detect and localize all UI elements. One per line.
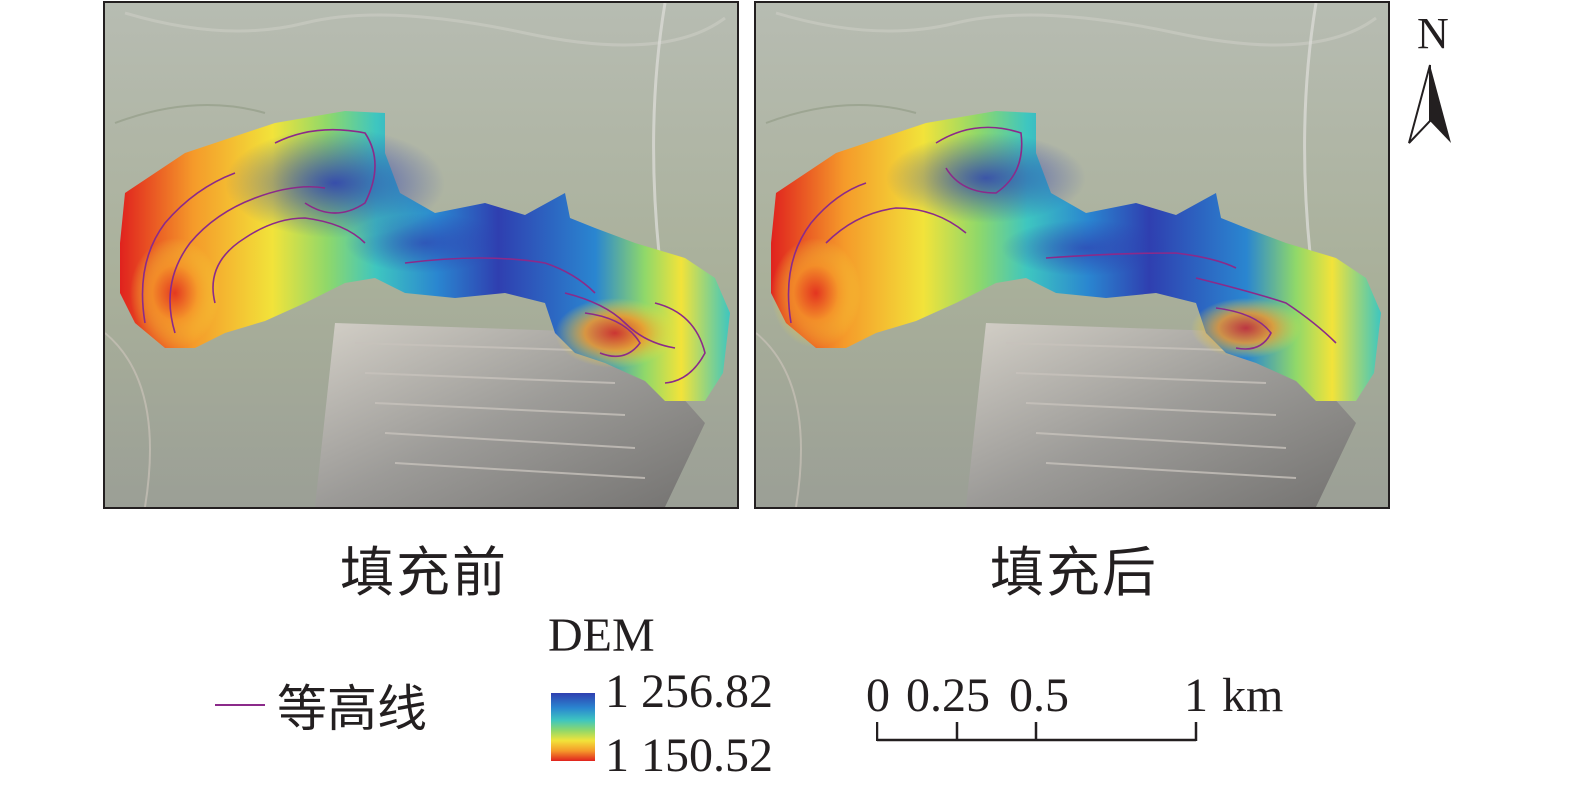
dem-map-after: [756, 3, 1388, 507]
legend-contour: 等高线: [215, 670, 427, 740]
scale-tick-1: 1: [1184, 669, 1208, 722]
contour-label: 等高线: [277, 680, 427, 738]
scale-tick-0-5: 0.5: [1009, 669, 1069, 722]
map-panel-before: [103, 1, 739, 509]
contour-lines-after: [787, 126, 1337, 350]
caption-after: 填充后: [990, 541, 1158, 604]
caption-before: 填充前: [340, 541, 508, 604]
contour-lines-before: [141, 128, 706, 384]
map-panel-after: [754, 1, 1390, 509]
dem-legend-title: DEM: [548, 609, 655, 662]
north-arrow: N: [1405, 8, 1475, 144]
north-arrow-icon: [1408, 64, 1451, 144]
scale-bar: [876, 722, 1198, 742]
open-pit-area: [315, 323, 705, 507]
dem-max-label: 1 256.82: [605, 665, 773, 718]
scale-tick-0-25: 0.25: [906, 669, 990, 722]
contour-swatch: [215, 704, 265, 706]
scale-tick-0: 0: [866, 669, 890, 722]
dem-min-label: 1 150.52: [605, 729, 773, 782]
dem-color-ramp: [551, 693, 595, 761]
dem-map-before: [105, 3, 737, 507]
open-pit-area: [966, 323, 1356, 507]
scale-unit: km: [1222, 669, 1284, 722]
north-label: N: [1417, 9, 1449, 58]
